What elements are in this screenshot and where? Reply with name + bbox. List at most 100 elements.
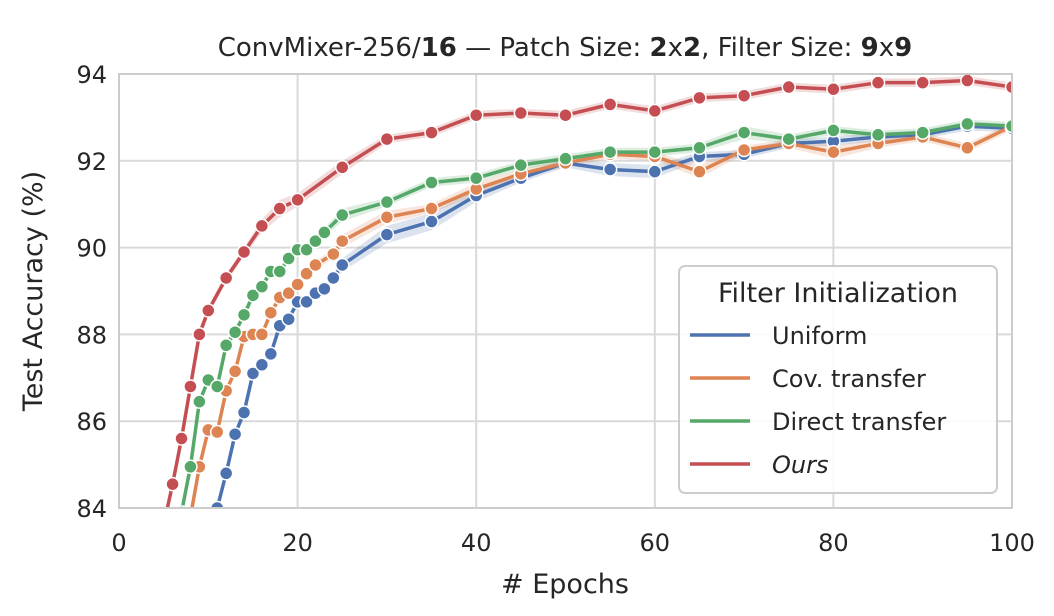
- legend-label-cov-transfer: Cov. transfer: [772, 365, 926, 393]
- direct-transfer-point: [424, 175, 439, 190]
- ours-point: [647, 103, 663, 119]
- direct-transfer-point: [781, 131, 796, 147]
- legend-label-direct-transfer: Direct transfer: [772, 408, 946, 436]
- ours-point: [602, 97, 618, 112]
- uniform-point: [326, 270, 341, 286]
- uniform-point: [281, 311, 296, 327]
- ours-point: [736, 88, 752, 103]
- uniform-point: [335, 257, 350, 273]
- legend-box: [678, 265, 998, 494]
- direct-transfer-point: [209, 379, 225, 394]
- direct-transfer-point: [379, 194, 395, 210]
- uniform-point: [236, 405, 252, 420]
- series-markers: [165, 74, 1012, 567]
- ours-point: [236, 244, 252, 260]
- cov-transfer-point: [299, 266, 314, 281]
- direct-transfer-point: [647, 144, 663, 160]
- cov-transfer-point: [175, 554, 188, 567]
- uniform-point: [227, 426, 243, 442]
- uniform-point: [647, 164, 663, 179]
- legend-label-uniform: Uniform: [772, 322, 867, 350]
- ours-point: [254, 218, 270, 234]
- uniform-point: [299, 294, 314, 310]
- y-tick-label: 90: [76, 235, 107, 263]
- uniform-band: [215, 121, 1012, 508]
- ours-point: [870, 75, 886, 90]
- uniform-point: [245, 366, 261, 381]
- direct-transfer-point: [602, 144, 618, 160]
- title-segment: x: [879, 33, 894, 63]
- ours-point: [692, 90, 707, 106]
- cov-transfer-point: [263, 305, 279, 320]
- y-tick-label: 88: [76, 321, 107, 349]
- uniform-point: [202, 523, 215, 536]
- direct-transfer-point: [826, 123, 841, 138]
- title-segment: — Patch Size:: [457, 33, 650, 63]
- cov-transfer-point: [826, 144, 841, 160]
- title-segment: 2: [683, 33, 701, 63]
- ours-point: [513, 105, 529, 121]
- uniform-point: [317, 281, 332, 297]
- direct-transfer-point: [166, 554, 179, 567]
- x-tick-label: 60: [640, 529, 671, 557]
- direct-transfer-point: [335, 207, 350, 223]
- direct-transfer-point: [915, 125, 930, 140]
- direct-transfer-point: [236, 307, 252, 323]
- uniform-point: [379, 227, 395, 242]
- cov-transfer-point: [326, 246, 341, 262]
- cov-transfer-point: [308, 257, 323, 273]
- direct-transfer-point: [192, 394, 207, 409]
- cov-transfer-band: [191, 121, 1012, 508]
- cov-transfer-point: [227, 364, 243, 379]
- title-segment: 16: [421, 33, 457, 63]
- x-tick-label: 100: [989, 529, 1035, 557]
- direct-transfer-point: [281, 251, 296, 266]
- direct-transfer-point: [308, 233, 323, 249]
- cov-transfer-point: [379, 209, 395, 225]
- title-segment: , Filter Size:: [701, 33, 861, 63]
- ours-point: [379, 131, 395, 147]
- direct-transfer-point: [513, 157, 529, 173]
- uniform-point: [209, 500, 225, 508]
- y-tick-label: 94: [76, 61, 107, 89]
- direct-transfer-point: [870, 127, 886, 143]
- uniform-point: [424, 214, 439, 229]
- ours-point: [290, 192, 305, 208]
- cov-transfer-point: [184, 510, 197, 523]
- uniform-point: [254, 357, 270, 373]
- confidence-bands: [166, 76, 1012, 508]
- ours-point: [165, 476, 180, 492]
- ours-point: [174, 431, 189, 446]
- ours-point: [960, 74, 975, 88]
- ours-point: [183, 379, 198, 394]
- y-tick-label: 84: [76, 495, 107, 523]
- direct-transfer-point: [272, 264, 287, 279]
- cov-transfer-point: [335, 233, 350, 249]
- plot-frame: [118, 73, 1013, 509]
- cov-transfer-point: [254, 327, 270, 342]
- ours-point: [558, 107, 573, 123]
- ours-point: [424, 125, 439, 140]
- ours-point: [1004, 79, 1012, 95]
- cov-transfer-point: [960, 140, 975, 156]
- title-segment: 9: [861, 33, 879, 63]
- direct-transfer-point: [299, 242, 314, 258]
- x-tick-label: 20: [282, 529, 313, 557]
- direct-transfer-point: [692, 140, 707, 156]
- direct-transfer-point: [218, 338, 234, 353]
- title-segment: 2: [650, 33, 668, 63]
- ours-point: [272, 201, 287, 216]
- ours-point: [192, 327, 207, 342]
- x-axis-label: # Epochs: [501, 569, 629, 600]
- ours-point: [201, 303, 216, 318]
- direct-transfer-point: [960, 116, 975, 132]
- y-tick-labels: 84 86 88 90 92 94: [76, 61, 107, 523]
- ours-point: [218, 270, 234, 286]
- legend: Filter Initialization Uniform Cov. transf…: [678, 265, 998, 494]
- x-tick-label: 40: [461, 529, 492, 557]
- x-tick-labels: 0 20 40 60 80 100: [111, 529, 1035, 557]
- ours-point: [915, 75, 930, 90]
- direct-transfer-point: [1004, 118, 1012, 134]
- y-tick-label: 92: [76, 148, 107, 176]
